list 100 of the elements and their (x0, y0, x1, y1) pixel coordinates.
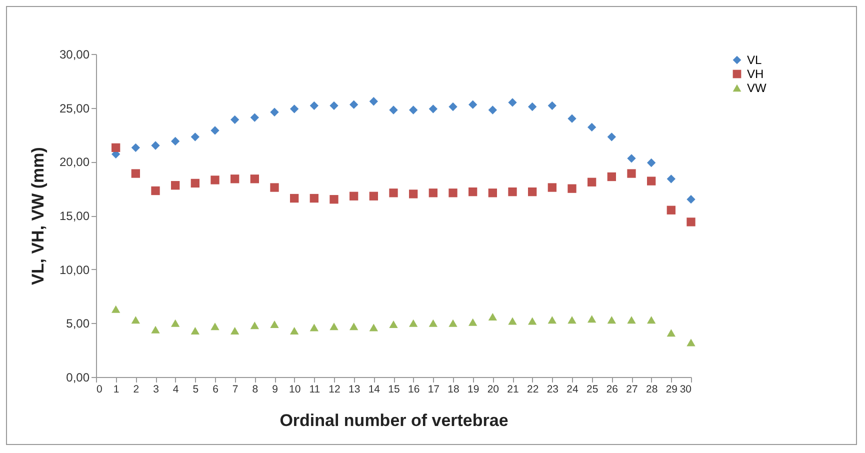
point (151, 326, 160, 334)
point (171, 319, 180, 327)
point (528, 102, 537, 112)
x-tick-label: 5 (192, 384, 199, 396)
x-tick-label: 7 (232, 384, 238, 396)
x-tick-label: 19 (467, 384, 480, 396)
x-tick-label: 11 (309, 384, 320, 396)
y-tick-label: 30,00 (59, 48, 90, 62)
point (290, 326, 299, 334)
point (528, 187, 537, 196)
point (568, 114, 576, 123)
point (151, 141, 160, 150)
x-tick-label: 18 (448, 384, 460, 396)
point (190, 178, 200, 188)
x-tick-label: 2 (133, 384, 140, 396)
point (568, 316, 576, 324)
point (666, 174, 676, 184)
x-tick-label: 8 (252, 384, 258, 396)
point (528, 317, 537, 325)
point (250, 174, 259, 184)
x-tick-label: 30 (680, 384, 692, 396)
x-tick-label: 14 (368, 384, 380, 396)
point (448, 319, 458, 327)
x-tick-label: 28 (646, 384, 658, 396)
point (171, 181, 180, 190)
legend-label: VL (747, 53, 762, 67)
point (666, 329, 676, 337)
point (310, 324, 318, 332)
x-tick-label: 3 (153, 384, 160, 396)
point (250, 322, 259, 330)
x-tick-label: 9 (272, 384, 278, 396)
point (548, 316, 556, 324)
point (270, 183, 279, 192)
point (270, 320, 279, 328)
point (568, 184, 576, 193)
point (310, 101, 318, 110)
point (210, 322, 220, 330)
point (666, 206, 676, 214)
point (310, 194, 318, 203)
x-tick-label: 24 (566, 384, 578, 396)
point (488, 312, 497, 320)
point (607, 172, 616, 182)
point (647, 316, 656, 324)
point (190, 326, 200, 334)
point (350, 192, 358, 200)
point (389, 188, 398, 198)
point (627, 154, 636, 163)
point (468, 187, 478, 196)
x-tick-label: 4 (172, 384, 179, 396)
point (330, 195, 338, 204)
x-tick-label: 13 (348, 384, 360, 396)
point (290, 104, 299, 114)
point (647, 176, 656, 186)
legend-label: VH (747, 67, 764, 81)
point (508, 98, 517, 107)
point (448, 102, 458, 112)
point (171, 136, 180, 146)
x-axis-title: Ordinal number of vertebrae (280, 411, 508, 430)
point (588, 122, 596, 132)
x-tick-label: 17 (428, 384, 440, 396)
x-tick-label: 16 (408, 384, 420, 396)
point (428, 188, 438, 198)
x-tick-label: 25 (586, 384, 598, 396)
y-tick-label: 25,00 (59, 101, 90, 116)
x-tick-label: 12 (328, 384, 340, 396)
point (369, 97, 378, 106)
point (230, 326, 240, 334)
point (409, 106, 418, 114)
point (350, 322, 358, 330)
x-tick-label: 26 (606, 384, 618, 396)
point (330, 322, 338, 330)
legend-label: VW (747, 81, 768, 95)
x-tick-label: 20 (487, 384, 500, 396)
point (686, 195, 696, 204)
x-tick-label: 0 (96, 384, 102, 396)
point (409, 190, 418, 198)
point (508, 317, 517, 325)
x-tick-label: 1 (113, 384, 120, 396)
point (350, 100, 358, 109)
x-tick-label: 23 (546, 384, 559, 396)
point (112, 305, 120, 313)
point (686, 338, 696, 346)
point (627, 169, 636, 178)
y-tick-label: 20,00 (59, 155, 90, 170)
point (607, 132, 616, 142)
point (686, 218, 696, 226)
point (210, 176, 220, 184)
point (210, 126, 220, 135)
point (508, 187, 517, 196)
point (290, 194, 299, 203)
point (131, 316, 140, 324)
point (488, 188, 497, 198)
point (428, 319, 438, 327)
point (448, 188, 458, 198)
point (230, 174, 240, 184)
y-tick-label: 15,00 (59, 209, 90, 223)
point (112, 143, 120, 152)
point (270, 108, 279, 116)
point (588, 315, 596, 323)
point (607, 316, 616, 324)
